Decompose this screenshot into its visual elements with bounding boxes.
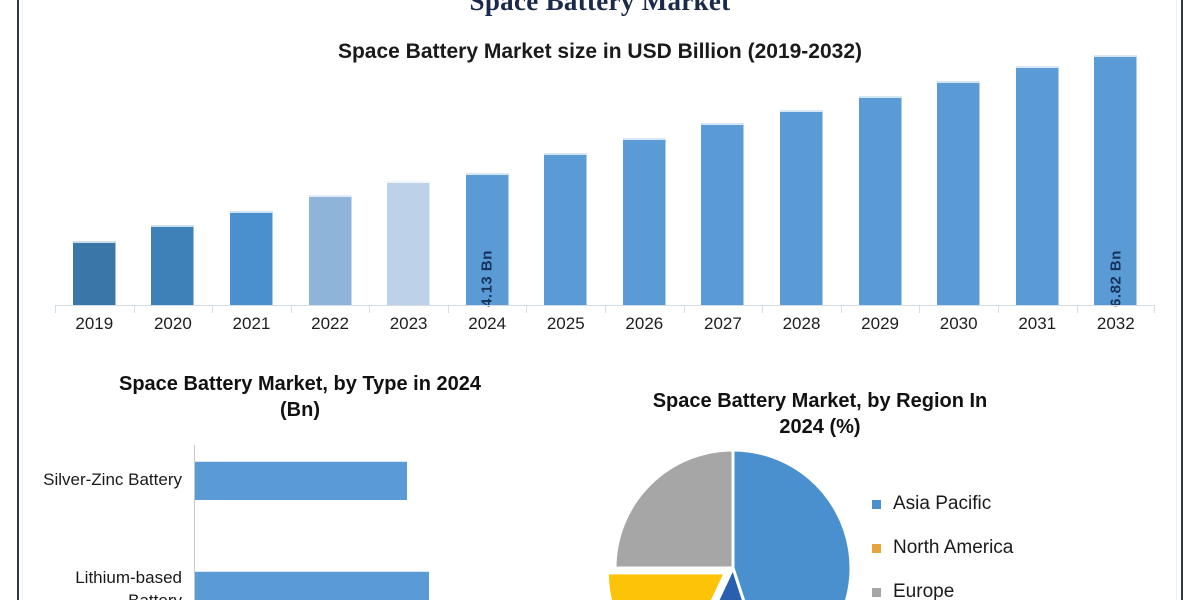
type-chart-title: Space Battery Market, by Type in 2024 (B… — [40, 371, 560, 424]
column-bar[interactable]: 4.13 Bn — [465, 173, 509, 307]
column-bar[interactable] — [1015, 66, 1059, 305]
column-bar-value-label: 6.82 Bn — [1107, 250, 1125, 307]
pie-slice[interactable] — [683, 563, 770, 600]
type-chart-title-line1: Space Battery Market, by Type in 2024 — [118, 373, 481, 395]
column-axis-tick-label: 2030 — [919, 306, 998, 334]
region-chart-title: Space Battery Market, by Region In 2024 … — [600, 388, 1040, 441]
column-bar[interactable] — [779, 110, 823, 305]
legend-item[interactable]: Europe — [872, 570, 1102, 600]
type-chart-bar[interactable] — [195, 570, 429, 600]
column-chart-axis-line — [55, 305, 1155, 306]
column-bar[interactable] — [229, 211, 273, 305]
column-axis-tick-label: 2027 — [683, 306, 763, 334]
column-axis-tick-label: 2029 — [840, 306, 920, 334]
column-slot — [526, 70, 605, 305]
legend-swatch-icon — [872, 543, 881, 553]
column-axis-tick-label: 2023 — [369, 306, 448, 334]
column-bar[interactable] — [308, 195, 352, 305]
legend-item[interactable]: Asia Pacific — [872, 482, 1102, 526]
type-chart-row: Silver-Zinc Battery — [40, 455, 520, 505]
column-axis-tick-label: 2025 — [526, 306, 605, 334]
column-chart-title: Space Battery Market size in USD Billion… — [337, 40, 863, 63]
column-bar[interactable] — [387, 181, 431, 305]
region-pie-svg — [605, 448, 853, 600]
region-chart-legend: Asia Pacific North America Europe — [872, 482, 1102, 600]
column-axis-tick-label: 2026 — [605, 306, 684, 334]
legend-item-label: North America — [893, 537, 1014, 558]
column-chart-plot: 4.13 Bn 6.82 Bn — [55, 55, 1156, 307]
column-bars-container: 4.13 Bn 6.82 Bn — [55, 55, 1156, 307]
legend-swatch-icon — [872, 587, 881, 597]
page-border-inner-right — [1176, 0, 1177, 600]
column-bar[interactable] — [72, 241, 116, 305]
column-slot — [134, 70, 213, 305]
column-axis-tick-label: 2019 — [55, 306, 134, 334]
type-chart-bar[interactable] — [195, 460, 407, 500]
legend-swatch-icon — [872, 499, 881, 509]
type-chart-category-label: Lithium-based Battery — [75, 568, 182, 600]
column-slot — [212, 70, 291, 305]
column-bar[interactable] — [151, 225, 195, 305]
pie-slice[interactable] — [605, 571, 728, 600]
column-bar[interactable] — [937, 81, 981, 305]
column-axis-tick-label: 2022 — [290, 306, 370, 334]
legend-item-label: Asia Pacific — [893, 493, 992, 514]
column-slot: 6.82 Bn — [1077, 55, 1156, 307]
type-chart-row: Lithium-based Battery — [40, 565, 520, 600]
column-slot — [998, 66, 1077, 305]
column-slot — [762, 70, 841, 305]
column-axis-tick-label: 2028 — [762, 306, 841, 334]
region-pie-chart — [586, 440, 886, 600]
page-border-inner-left — [22, 0, 23, 600]
page-border-right — [1181, 0, 1183, 600]
column-bar[interactable] — [544, 153, 588, 305]
column-slot — [369, 70, 448, 305]
column-axis-tick-label: 2032 — [1076, 306, 1156, 334]
column-slot: 4.13 Bn — [448, 70, 527, 307]
column-slot — [919, 70, 998, 305]
column-bar[interactable] — [622, 138, 666, 305]
type-chart-category-label: Silver-Zinc Battery — [43, 469, 182, 489]
type-chart-axis-line — [194, 445, 195, 600]
column-bar[interactable]: 6.82 Bn — [1094, 55, 1138, 307]
page-border-left — [17, 0, 19, 600]
pie-slice[interactable] — [613, 448, 735, 570]
page-title: Space Battery Market — [469, 0, 731, 16]
column-chart-x-axis: 2019 2020 2021 2022 2023 2024 2025 2026 2027 2028… — [55, 306, 1155, 334]
column-bar[interactable] — [701, 123, 745, 305]
column-slot — [684, 70, 763, 305]
column-slot — [291, 70, 370, 305]
column-axis-tick-label: 2021 — [212, 306, 291, 334]
column-bar[interactable] — [858, 96, 902, 305]
column-axis-tick-label: 2020 — [133, 306, 213, 334]
column-slot — [605, 70, 684, 305]
column-axis-tick-label: 2031 — [997, 306, 1077, 334]
legend-item[interactable]: North America — [872, 526, 1102, 570]
region-chart-title-line1: Space Battery Market, by Region In — [652, 390, 988, 412]
column-axis-tick-label: 2024 — [447, 306, 527, 334]
type-chart-plot: Silver-Zinc Battery Lithium-based Battery — [40, 445, 520, 600]
column-slot — [841, 70, 920, 305]
column-bar-value-label: 4.13 Bn — [478, 250, 496, 307]
legend-item-label: Europe — [893, 581, 955, 600]
pie-slice[interactable] — [731, 448, 853, 600]
type-chart-title-line2: (Bn) — [280, 399, 320, 422]
column-slot — [55, 70, 134, 305]
region-chart-title-line2: 2024 (%) — [779, 416, 861, 439]
